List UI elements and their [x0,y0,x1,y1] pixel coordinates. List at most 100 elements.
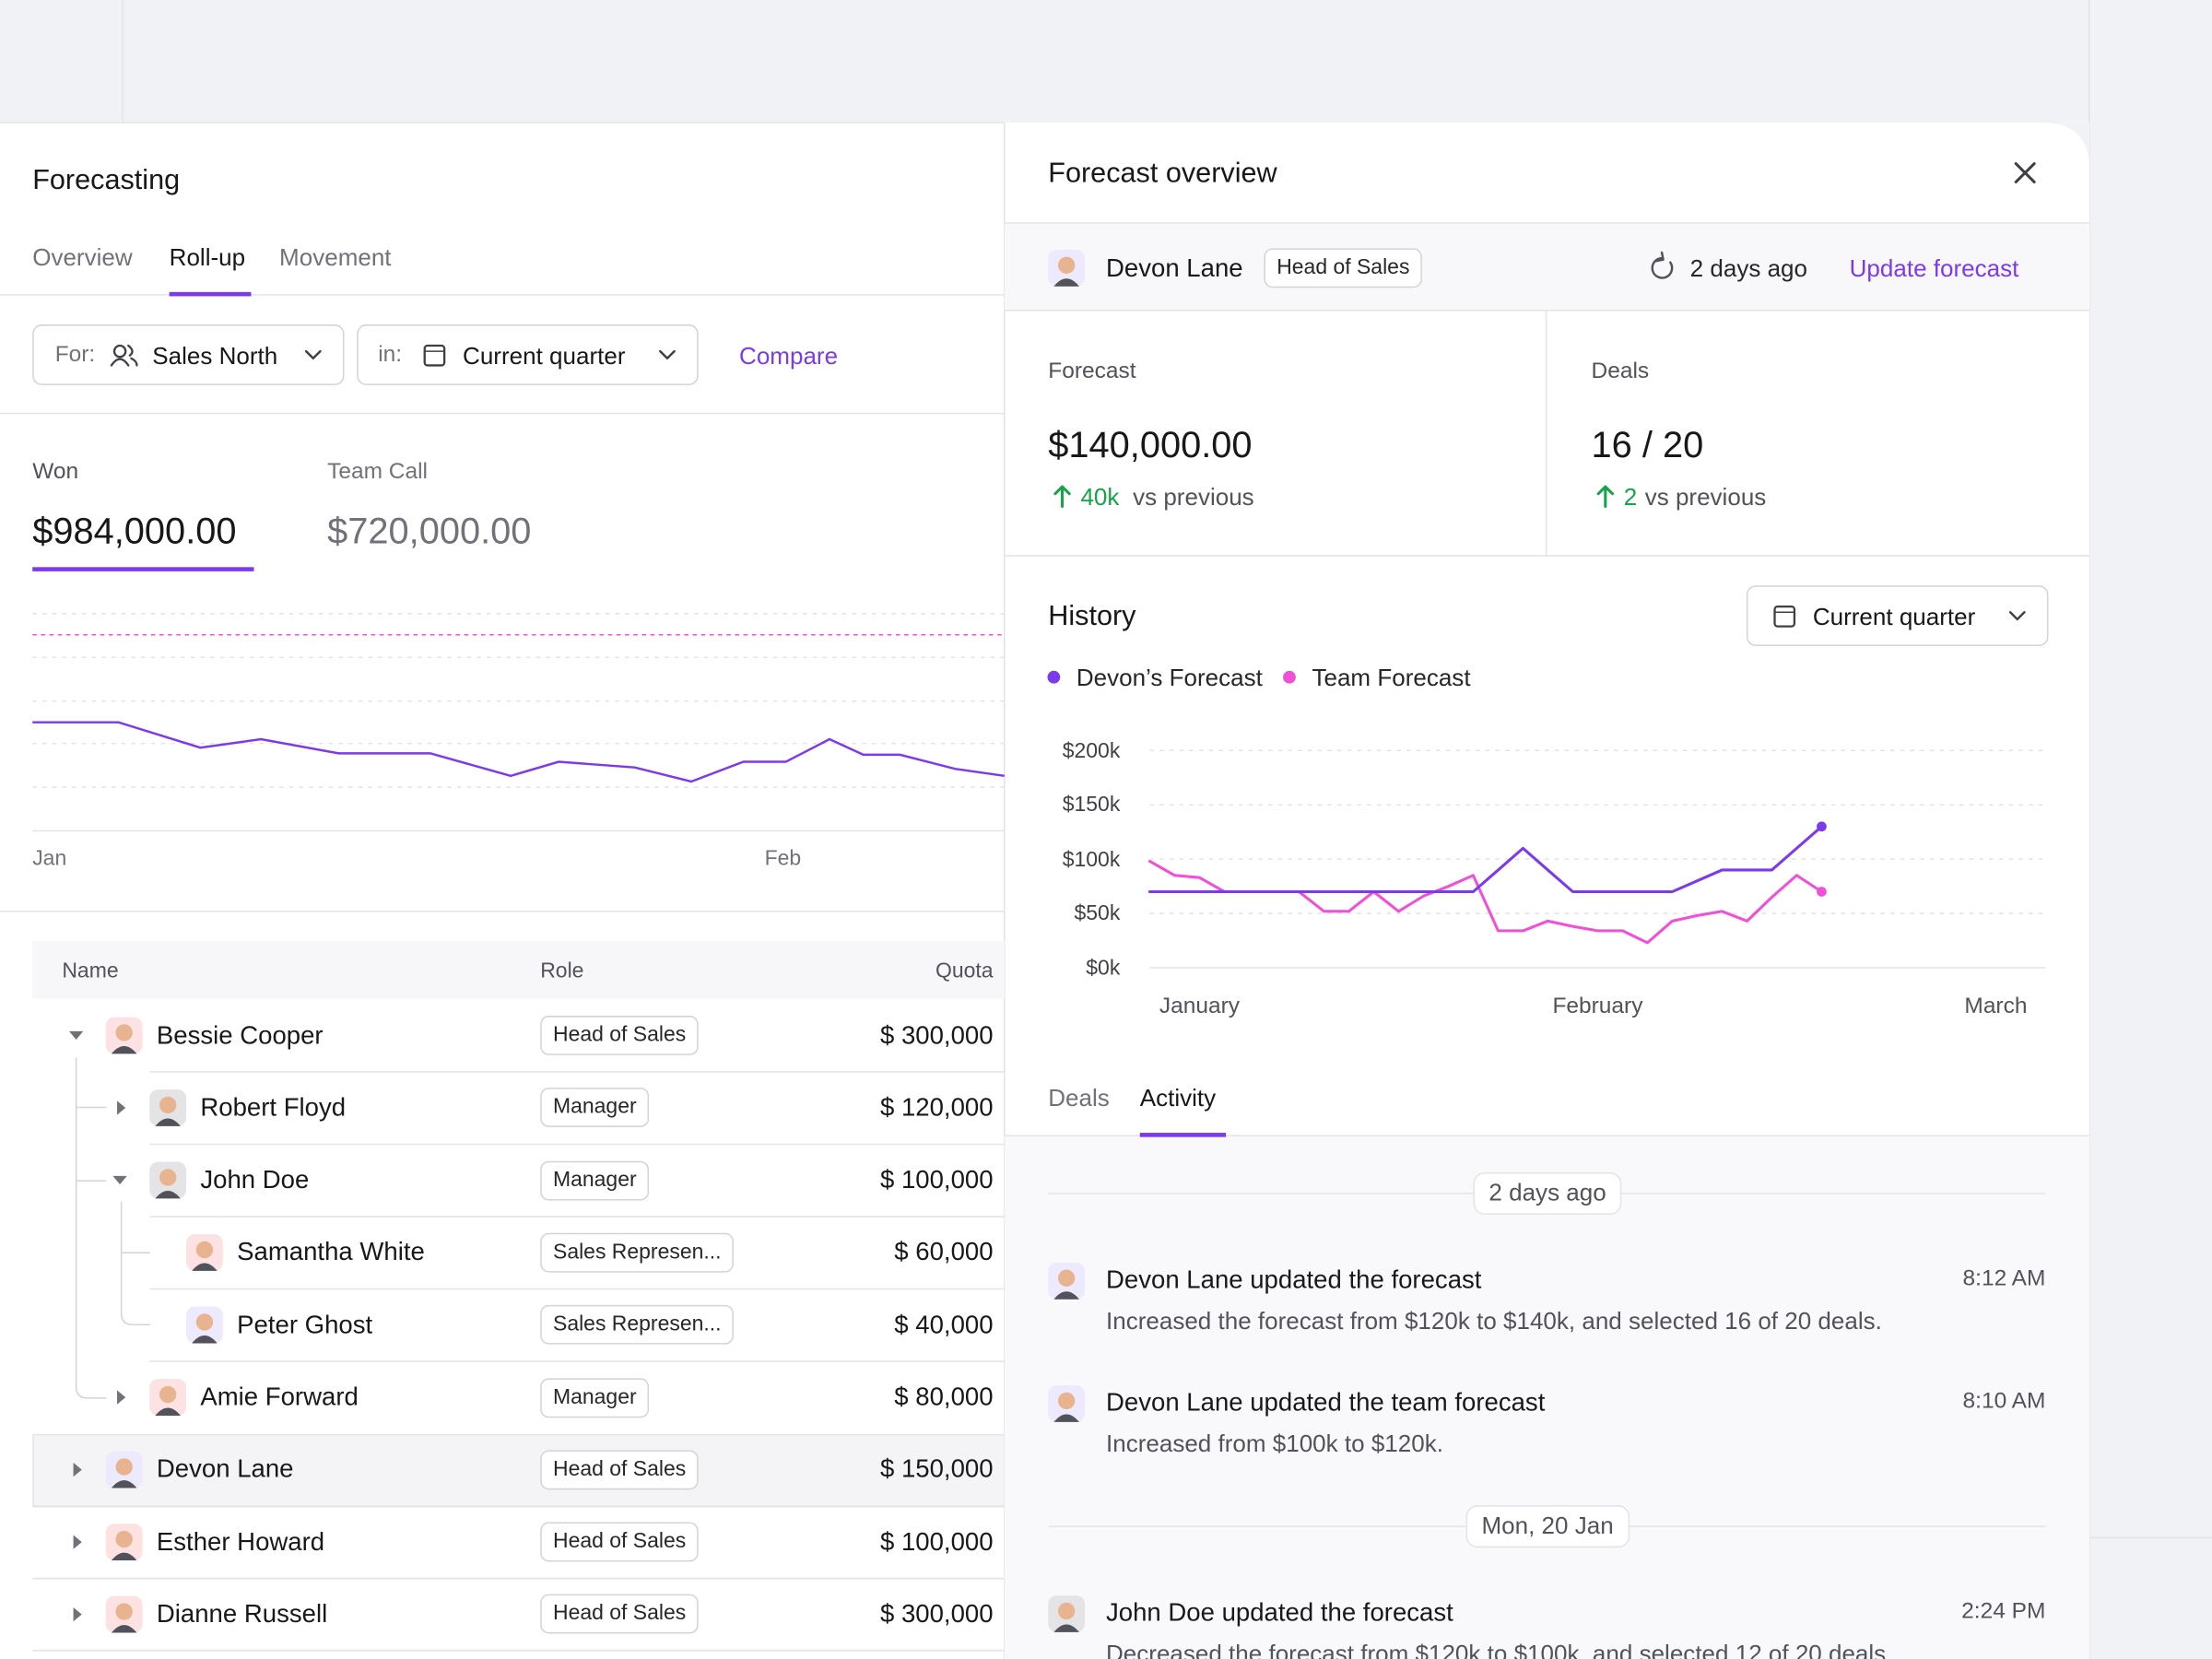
end-point [1817,821,1827,832]
avatar-body [111,1045,137,1054]
updated-text: 2 days ago [1689,254,1808,282]
section-title: History [1048,600,1136,631]
activity-detail: Increased the forecast from $120k to $14… [1106,1307,1882,1335]
date-pill: Mon, 20 Jan [1465,1505,1630,1548]
x-tick-label: Jan [32,845,67,870]
caret-down [112,1175,127,1185]
filter-value[interactable]: Current quarter [463,342,626,370]
caret-right [73,1606,82,1622]
row-quota: $ 120,000 [879,1092,994,1122]
legend-dot [1047,670,1061,684]
person-name: Devon Lane [1106,253,1243,282]
chevron-icon [2008,611,2026,621]
tab[interactable]: Overview [32,243,133,271]
stat-label: Deals [1591,359,1650,384]
table-header [32,940,1005,999]
caret-right [117,1100,126,1115]
caret-right [117,1390,126,1405]
avatar-body [192,1263,218,1271]
close-icon [2014,162,2036,183]
x-tick-label: Feb [764,845,802,870]
avatar-face [115,1530,133,1548]
activity-detail: Decreased the forecast from $120k to $10… [1106,1640,1893,1659]
filter-label: in: [378,342,403,367]
row-quota: $ 60,000 [894,1237,994,1266]
row-quota: $ 100,000 [879,1527,994,1556]
avatar-body [111,1480,137,1488]
role-badge: Manager [540,1377,650,1418]
avatar-body [111,1552,137,1561]
tab[interactable]: Movement [279,243,392,271]
stat-label: Team Call [327,459,428,484]
row-name[interactable]: Robert Floyd [200,1092,347,1122]
row-quota: $ 80,000 [894,1382,994,1411]
row-name[interactable]: Peter Ghost [237,1310,373,1339]
avatar-body [1053,278,1079,287]
end-point [1817,887,1827,897]
x-tick-label: January [1159,994,1240,1019]
y-tick-label: $100k [1062,847,1121,872]
row-name[interactable]: Esther Howard [156,1527,325,1556]
filter-dropdown [357,324,699,385]
role-badge: Head of Sales [540,1594,700,1635]
filter-value[interactable]: Sales North [152,342,278,370]
avatar-body [192,1335,218,1344]
role-badge: Sales Represen... [540,1305,735,1345]
tab[interactable]: Deals [1048,1084,1110,1112]
stat-value: $140,000.00 [1048,422,1253,465]
stat-value[interactable]: $984,000.00 [32,508,237,551]
column-header: Name [62,959,119,983]
stat-underline [32,567,254,571]
role-badge: Head of Sales [1264,248,1423,288]
calendar-icon [1773,606,1796,628]
row-name[interactable]: Devon Lane [156,1454,294,1484]
users-icon [112,344,127,359]
row-quota: $ 150,000 [879,1454,994,1484]
avatar-face [1057,256,1076,274]
users-icon [110,344,138,367]
row-name[interactable]: Amie Forward [200,1382,359,1411]
arrow-up-icon [1053,485,1071,509]
stat-label: Won [32,459,79,484]
avatar-face [159,1169,177,1186]
row-name[interactable]: Samantha White [237,1237,425,1266]
role-badge: Manager [540,1160,650,1200]
avatar-face [115,1458,133,1476]
stat-change: 40k [1080,483,1120,511]
role-badge: Head of Sales [540,1450,700,1490]
row-quota: $ 300,000 [879,1599,994,1629]
chevron-icon [304,349,322,359]
role-badge: Head of Sales [540,1016,700,1055]
period-value[interactable]: Current quarter [1812,603,1976,630]
row-name[interactable]: Bessie Cooper [156,1020,324,1050]
won-line [32,721,1005,783]
activity-detail: Increased from $100k to $120k. [1106,1430,1443,1457]
stat-label: Forecast [1048,359,1136,384]
tab-underline [169,291,252,297]
tab[interactable]: Activity [1139,1084,1217,1112]
compare-link[interactable]: Compare [739,342,839,370]
stat-change-text: vs previous [1644,483,1767,511]
chevron-icon [659,349,676,359]
role-badge: Head of Sales [540,1522,700,1562]
y-tick-label: $50k [1074,901,1121,926]
avatar-face [115,1603,133,1620]
activity-title: John Doe updated the forecast [1106,1597,1453,1627]
avatar-body [155,1407,181,1416]
avatar-face [159,1385,177,1404]
tab[interactable]: Roll-up [169,243,246,271]
filter-label: For: [54,342,96,367]
row-quota: $ 40,000 [894,1310,994,1339]
row-name[interactable]: Dianne Russell [156,1599,328,1629]
panel-title: Forecast overview [1048,157,1277,189]
row-name[interactable]: John Doe [200,1165,310,1194]
x-tick-label: March [1964,994,2028,1019]
calendar-icon [423,344,446,367]
row-highlight [32,1433,1006,1508]
stat-value[interactable]: $720,000.00 [327,508,532,551]
activity-title: Devon Lane updated the forecast [1106,1265,1482,1293]
update-button[interactable]: Update forecast [1849,254,2019,282]
